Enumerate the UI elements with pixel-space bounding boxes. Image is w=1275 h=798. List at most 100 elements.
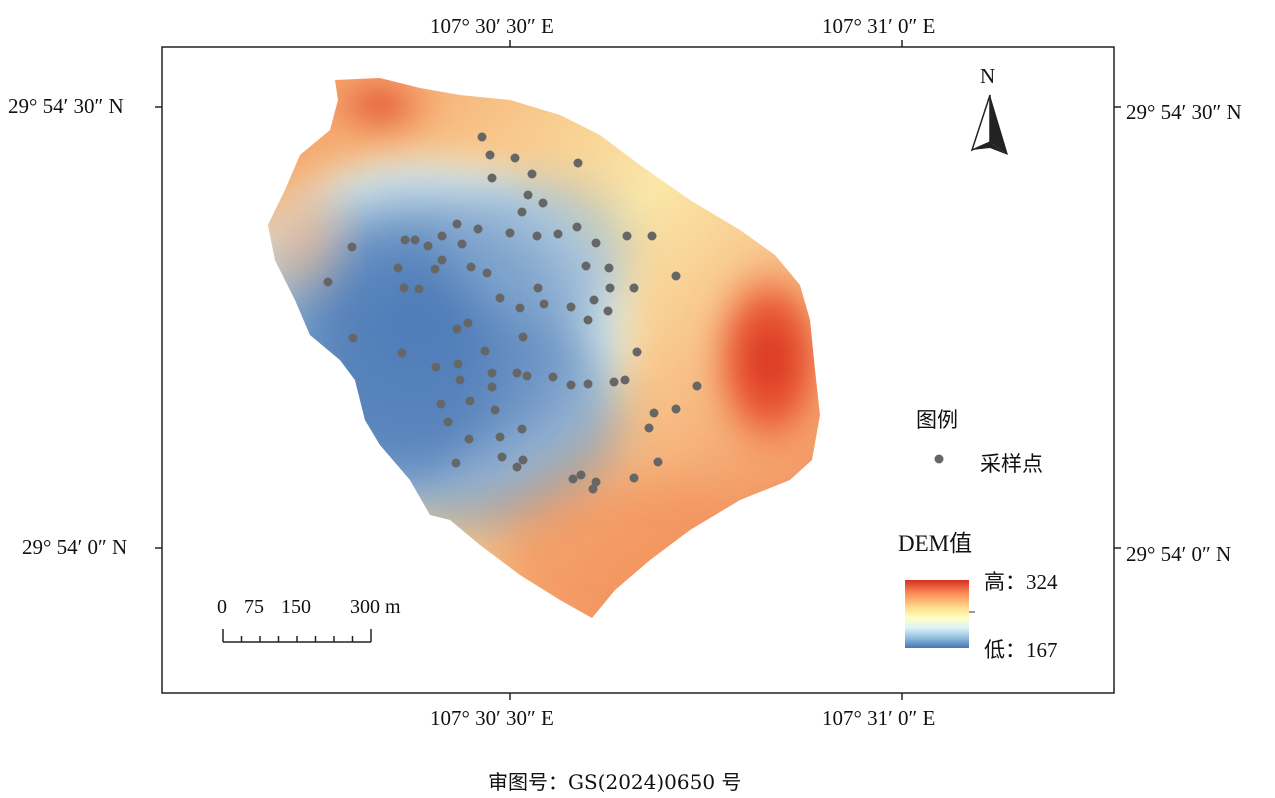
latitude-label-right-bottom: 29° 54′ 0″ N: [1126, 542, 1232, 566]
sample-point: [399, 283, 409, 293]
sample-point: [591, 477, 601, 487]
latitude-label-left-bottom: 29° 54′ 0″ N: [22, 535, 128, 559]
sample-point: [604, 263, 614, 273]
sample-point: [568, 474, 578, 484]
sample-point: [518, 455, 528, 465]
sample-point: [497, 452, 507, 462]
sample-point: [572, 222, 582, 232]
sample-point: [495, 293, 505, 303]
sample-point: [539, 299, 549, 309]
sample-point: [518, 332, 528, 342]
sample-point-legend-symbol: [934, 454, 944, 464]
legend-low-label: 低：167: [984, 638, 1058, 662]
sample-point: [588, 484, 598, 494]
sample-point: [609, 377, 619, 387]
sample-point: [348, 333, 358, 343]
sample-point: [397, 348, 407, 358]
sample-point: [473, 224, 483, 234]
sample-point: [517, 207, 527, 217]
sample-point: [644, 423, 654, 433]
graticule-ticks: [155, 40, 1121, 700]
sample-point: [487, 368, 497, 378]
sample-point: [400, 235, 410, 245]
sample-point: [465, 396, 475, 406]
sample-point: [410, 235, 420, 245]
longitude-label-bottom-right: 107° 31′ 0″ E: [822, 706, 936, 730]
sample-point: [490, 405, 500, 415]
legend-title: 图例: [916, 408, 958, 432]
sample-point: [443, 417, 453, 427]
latitude-label-left-top: 29° 54′ 30″ N: [8, 94, 124, 118]
sample-point: [510, 153, 520, 163]
longitude-label-top-right: 107° 31′ 0″ E: [822, 14, 936, 38]
sample-point: [566, 302, 576, 312]
sample-point: [480, 346, 490, 356]
sample-point: [466, 262, 476, 272]
sample-point: [632, 347, 642, 357]
sample-point: [671, 404, 681, 414]
longitude-label-top-left: 107° 30′ 30″ E: [430, 14, 554, 38]
scale-bar: [222, 629, 372, 643]
sample-point: [532, 231, 542, 241]
sample-point: [495, 432, 505, 442]
sample-point: [573, 158, 583, 168]
sample-point: [423, 241, 433, 251]
sample-point: [671, 271, 681, 281]
legend-dem-title: DEM值: [898, 531, 973, 556]
sample-point: [512, 462, 522, 472]
sample-point: [629, 473, 639, 483]
sample-point: [548, 372, 558, 382]
legend-sample-label: 采样点: [980, 452, 1043, 476]
sample-point: [583, 315, 593, 325]
sample-point: [566, 380, 576, 390]
sample-point: [414, 284, 424, 294]
sample-point: [505, 228, 515, 238]
sample-point: [437, 255, 447, 265]
scale-label-0: 0: [217, 596, 227, 618]
sample-point: [477, 132, 487, 142]
sample-point: [482, 268, 492, 278]
sample-point: [649, 408, 659, 418]
sample-point: [522, 371, 532, 381]
sample-point: [487, 173, 497, 183]
longitude-label-bottom-left: 107° 30′ 30″ E: [430, 706, 554, 730]
sample-point: [620, 375, 630, 385]
sample-point: [463, 318, 473, 328]
sample-point: [515, 303, 525, 313]
sample-point: [603, 306, 613, 316]
sample-point: [527, 169, 537, 179]
north-arrow-icon: [970, 94, 1008, 155]
sample-point: [647, 231, 657, 241]
sample-point: [605, 283, 615, 293]
sample-point: [464, 434, 474, 444]
sample-point: [576, 470, 586, 480]
legend-high-label: 高：324: [984, 570, 1058, 594]
sample-point: [323, 277, 333, 287]
sample-point: [437, 231, 447, 241]
latitude-label-right-top: 29° 54′ 30″ N: [1126, 100, 1242, 124]
sample-point: [451, 458, 461, 468]
sample-point: [430, 264, 440, 274]
sample-point: [629, 283, 639, 293]
sample-point: [453, 359, 463, 369]
sample-point: [512, 368, 522, 378]
sample-point: [347, 242, 357, 252]
sample-point: [581, 261, 591, 271]
dem-color-ramp: [905, 580, 969, 648]
sample-point: [622, 231, 632, 241]
north-arrow-label: N: [980, 64, 996, 88]
sample-point: [591, 238, 601, 248]
sample-points-layer: [323, 132, 702, 494]
sample-point: [538, 198, 548, 208]
map-approval-number: 审图号：GS(2024)0650 号: [488, 770, 742, 794]
sample-point: [692, 381, 702, 391]
sample-point: [553, 229, 563, 239]
scale-label-300m: 300 m: [350, 596, 401, 618]
sample-point: [533, 283, 543, 293]
sample-point: [393, 263, 403, 273]
sample-point: [517, 424, 527, 434]
scale-label-150: 150: [281, 596, 311, 618]
sample-point: [583, 379, 593, 389]
sample-point: [455, 375, 465, 385]
